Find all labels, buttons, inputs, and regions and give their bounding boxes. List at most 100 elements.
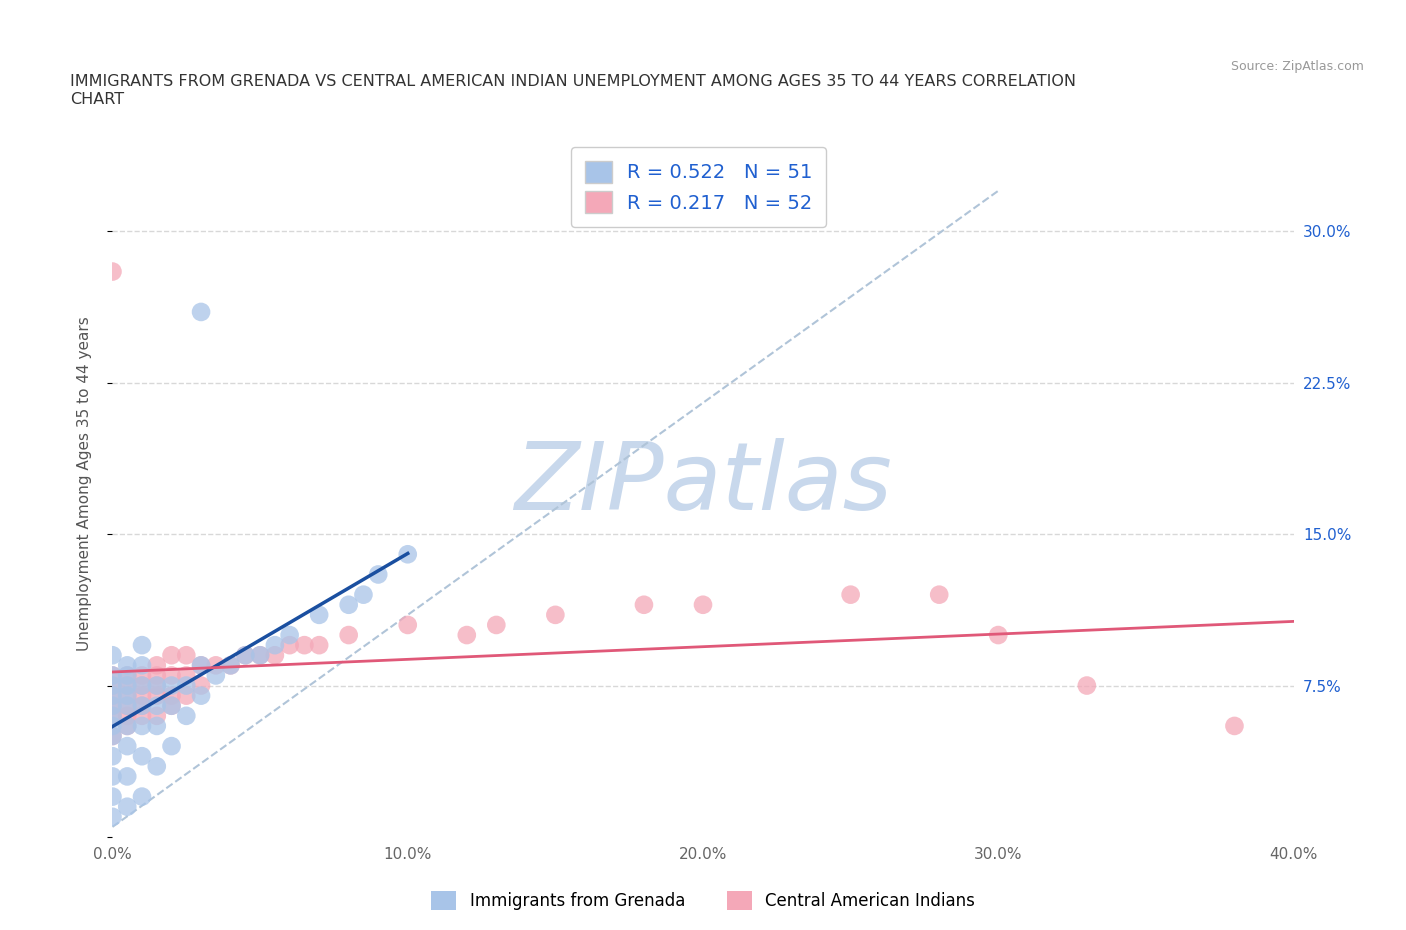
Point — [101, 688, 124, 703]
Point — [160, 648, 183, 663]
Text: IMMIGRANTS FROM GRENADA VS CENTRAL AMERICAN INDIAN UNEMPLOYMENT AMONG AGES 35 TO: IMMIGRANTS FROM GRENADA VS CENTRAL AMERI… — [70, 74, 1077, 107]
Point — [117, 738, 138, 753]
Point — [205, 658, 228, 672]
Point — [146, 759, 169, 774]
Point — [160, 688, 183, 703]
Point — [146, 688, 169, 703]
Point — [131, 709, 153, 724]
Point — [146, 709, 169, 724]
Point — [131, 698, 153, 713]
Point — [337, 597, 360, 612]
Point — [131, 678, 153, 693]
Point — [233, 648, 256, 663]
Point — [337, 628, 360, 643]
Point — [146, 658, 169, 672]
Point — [308, 638, 330, 653]
Point — [190, 304, 212, 319]
Point — [101, 709, 124, 724]
Point — [146, 719, 169, 734]
Text: ZIPatlas: ZIPatlas — [515, 438, 891, 529]
Point — [117, 709, 138, 724]
Point — [692, 597, 714, 612]
Point — [987, 628, 1010, 643]
Point — [101, 668, 124, 683]
Point — [190, 678, 212, 693]
Point — [101, 668, 124, 683]
Point — [101, 769, 124, 784]
Point — [174, 688, 197, 703]
Point — [367, 567, 389, 582]
Point — [101, 728, 124, 743]
Point — [117, 668, 138, 683]
Point — [544, 607, 567, 622]
Point — [160, 678, 183, 693]
Point — [101, 728, 124, 743]
Point — [278, 638, 301, 653]
Point — [146, 698, 169, 713]
Point — [117, 799, 138, 814]
Point — [101, 698, 124, 713]
Point — [485, 618, 508, 632]
Point — [190, 688, 212, 703]
Legend: Immigrants from Grenada, Central American Indians: Immigrants from Grenada, Central America… — [425, 884, 981, 917]
Point — [117, 698, 138, 713]
Point — [131, 638, 153, 653]
Point — [219, 658, 242, 672]
Point — [233, 648, 256, 663]
Point — [190, 658, 212, 672]
Point — [249, 648, 271, 663]
Y-axis label: Unemployment Among Ages 35 to 44 years: Unemployment Among Ages 35 to 44 years — [77, 316, 91, 651]
Point — [249, 648, 271, 663]
Point — [264, 638, 287, 653]
Point — [352, 587, 374, 602]
Point — [131, 658, 153, 672]
Point — [117, 688, 138, 703]
Point — [146, 678, 169, 693]
Point — [174, 668, 197, 683]
Point — [101, 678, 124, 693]
Point — [131, 790, 153, 804]
Point — [174, 709, 197, 724]
Point — [131, 749, 153, 764]
Point — [101, 709, 124, 724]
Point — [101, 749, 124, 764]
Point — [174, 648, 197, 663]
Point — [396, 547, 419, 562]
Point — [117, 719, 138, 734]
Point — [160, 698, 183, 713]
Point — [160, 668, 183, 683]
Point — [117, 688, 138, 703]
Point — [101, 790, 124, 804]
Point — [131, 678, 153, 693]
Point — [117, 719, 138, 734]
Point — [1076, 678, 1098, 693]
Point — [146, 668, 169, 683]
Point — [219, 658, 242, 672]
Point — [131, 668, 153, 683]
Point — [117, 658, 138, 672]
Point — [292, 638, 315, 653]
Point — [308, 607, 330, 622]
Point — [101, 698, 124, 713]
Point — [174, 678, 197, 693]
Point — [101, 678, 124, 693]
Point — [131, 698, 153, 713]
Point — [190, 658, 212, 672]
Point — [117, 769, 138, 784]
Point — [101, 648, 124, 663]
Point — [928, 587, 950, 602]
Text: Source: ZipAtlas.com: Source: ZipAtlas.com — [1230, 60, 1364, 73]
Point — [131, 719, 153, 734]
Point — [278, 628, 301, 643]
Legend: R = 0.522   N = 51, R = 0.217   N = 52: R = 0.522 N = 51, R = 0.217 N = 52 — [571, 147, 827, 227]
Point — [101, 688, 124, 703]
Point — [101, 809, 124, 824]
Point — [456, 628, 478, 643]
Point — [117, 668, 138, 683]
Point — [633, 597, 655, 612]
Point — [117, 678, 138, 693]
Point — [160, 738, 183, 753]
Point — [101, 719, 124, 734]
Point — [1223, 719, 1246, 734]
Point — [146, 678, 169, 693]
